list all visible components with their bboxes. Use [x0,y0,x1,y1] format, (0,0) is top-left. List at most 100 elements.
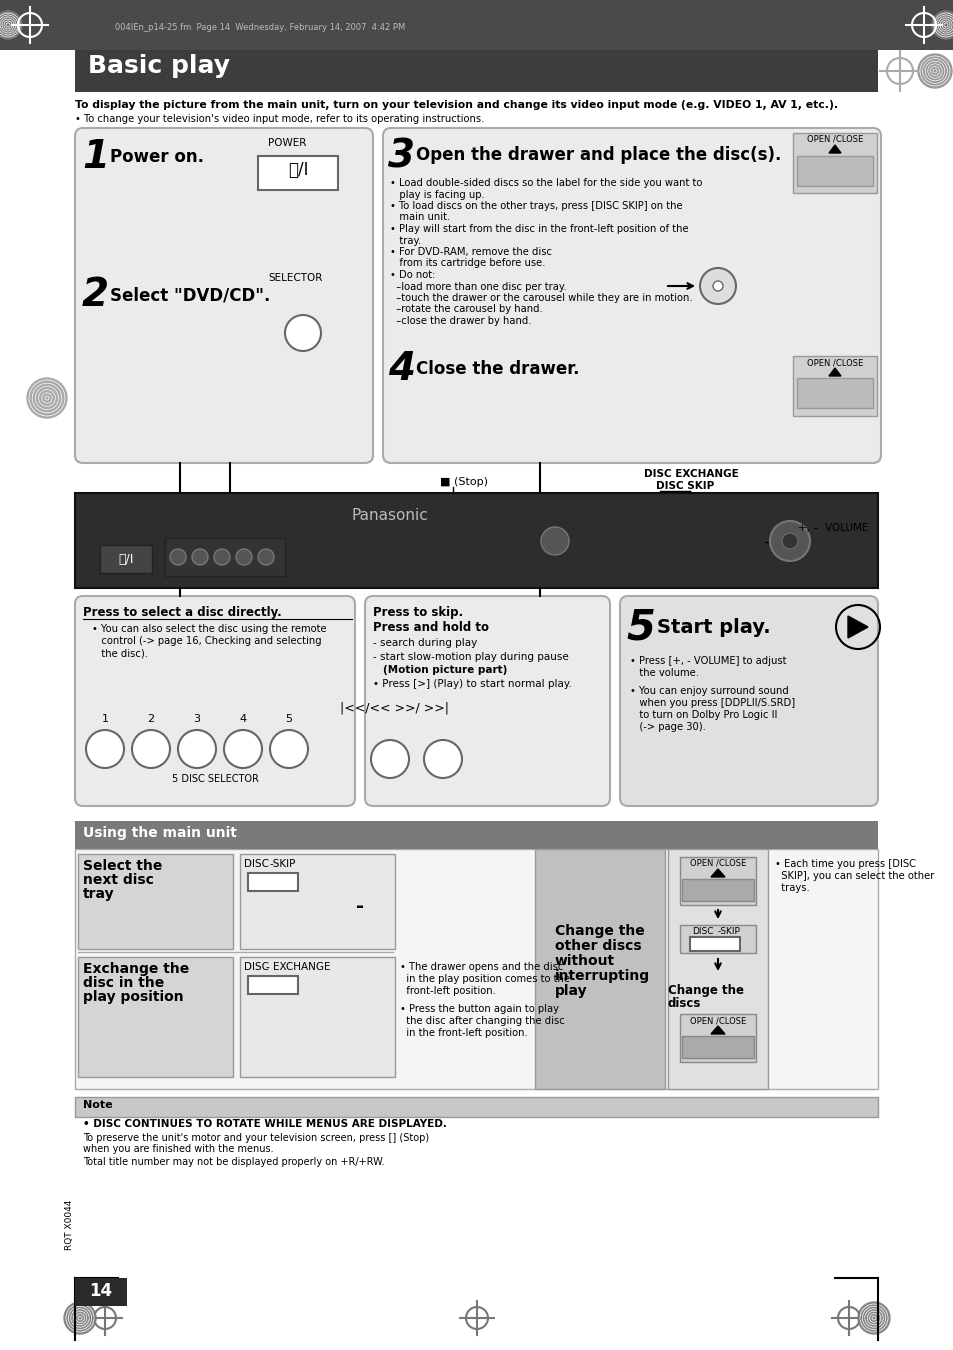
Text: Basic play: Basic play [88,54,230,78]
Text: OPEN /CLOSE: OPEN /CLOSE [806,358,862,367]
Text: –rotate the carousel by hand.: –rotate the carousel by hand. [390,305,542,315]
Polygon shape [847,616,867,639]
Text: Power on.: Power on. [110,148,204,166]
Bar [679,1014,755,1062]
Text: SKIP], you can select the other: SKIP], you can select the other [774,871,933,882]
FancyBboxPatch shape [365,595,609,806]
Text: Panasonic: Panasonic [352,508,428,522]
Circle shape [224,730,262,768]
Text: • You can enjoy surround sound: • You can enjoy surround sound [629,686,788,697]
Text: trays.: trays. [774,883,809,892]
Bar [796,157,872,186]
Circle shape [132,730,170,768]
Text: Change the: Change the [667,984,743,998]
Text: from its cartridge before use.: from its cartridge before use. [390,258,545,269]
Text: the disc).: the disc). [91,648,148,657]
Circle shape [192,549,208,566]
Text: SELECTOR: SELECTOR [268,273,322,284]
Text: Total title number may not be displayed properly on +R/+RW.: Total title number may not be displayed … [83,1157,384,1166]
Bar [78,957,233,1077]
Bar [75,493,877,589]
Text: • Press [+, - VOLUME] to adjust: • Press [+, - VOLUME] to adjust [629,656,785,666]
Text: • You can also select the disc using the remote: • You can also select the disc using the… [91,624,326,634]
Text: in the front-left position.: in the front-left position. [399,1027,527,1038]
Text: Press to skip.: Press to skip. [373,606,462,620]
FancyBboxPatch shape [382,128,880,463]
Text: –touch the drawer or the carousel while they are in motion.: –touch the drawer or the carousel while … [390,293,692,302]
Circle shape [917,54,951,88]
Text: interrupting: interrupting [555,969,649,983]
Text: OPEN /CLOSE: OPEN /CLOSE [689,1017,745,1025]
Bar [165,539,285,576]
Text: 4: 4 [239,714,246,724]
Text: Open the drawer and place the disc(s).: Open the drawer and place the disc(s). [416,146,781,163]
Text: Note: Note [83,1100,112,1110]
Text: 3: 3 [388,138,415,176]
Text: ■ (Stop): ■ (Stop) [439,477,488,487]
Polygon shape [828,144,841,153]
Text: when you are finished with the menus.: when you are finished with the menus. [83,1143,274,1154]
Circle shape [270,730,308,768]
Polygon shape [710,1026,724,1034]
Text: front-left position.: front-left position. [399,986,496,996]
Circle shape [0,11,22,39]
Circle shape [213,549,230,566]
Circle shape [781,533,797,549]
Text: Close the drawer.: Close the drawer. [416,360,578,378]
Text: • Each time you press [DISC: • Each time you press [DISC [774,859,915,869]
Text: • Load double-sided discs so the label for the side you want to: • Load double-sided discs so the label f… [390,178,701,188]
Text: 2: 2 [82,275,109,315]
Bar [681,1035,753,1058]
Text: without: without [555,954,615,968]
Text: Exchange the: Exchange the [83,963,189,976]
Text: • The drawer opens and the disc: • The drawer opens and the disc [399,963,563,972]
Text: 004IEn_p14-25.fm  Page 14  Wednesday, February 14, 2007  4:42 PM: 004IEn_p14-25.fm Page 14 Wednesday, Febr… [115,23,405,32]
Bar [681,879,753,900]
Text: 4: 4 [388,350,415,387]
Bar [240,855,395,949]
Bar [792,356,876,416]
Text: Press to select a disc directly.: Press to select a disc directly. [83,606,281,620]
Text: 1: 1 [82,138,109,176]
Text: • Do not:: • Do not: [390,270,435,279]
Circle shape [857,1301,889,1334]
Circle shape [257,549,274,566]
Bar [240,957,395,1077]
FancyBboxPatch shape [75,595,355,806]
Circle shape [170,549,186,566]
Text: OPEN /CLOSE: OPEN /CLOSE [689,859,745,868]
Text: DISC: DISC [244,963,269,972]
Text: in the play position comes to the: in the play position comes to the [399,973,569,984]
Text: To preserve the unit's motor and your television screen, press [] (Stop): To preserve the unit's motor and your te… [83,1133,429,1143]
Bar [535,849,664,1089]
Bar [667,849,767,1089]
Text: DISC EXCHANGE: DISC EXCHANGE [643,468,738,479]
Text: play position: play position [83,990,183,1004]
Bar [679,925,755,953]
Text: -SKIP: -SKIP [718,927,740,936]
Text: 3: 3 [193,714,200,724]
Text: 5 DISC SELECTOR: 5 DISC SELECTOR [172,774,258,784]
Text: -SKIP: -SKIP [270,859,296,869]
Circle shape [931,11,953,39]
Bar [75,821,877,849]
Text: - EXCHANGE: - EXCHANGE [266,963,330,972]
Circle shape [235,549,252,566]
Text: tray.: tray. [390,235,421,246]
Circle shape [700,269,735,304]
Text: the volume.: the volume. [629,668,699,678]
Bar [689,937,740,950]
Text: Press and hold to: Press and hold to [373,621,489,634]
Text: • For DVD-RAM, remove the disc: • For DVD-RAM, remove the disc [390,247,552,256]
Text: play: play [555,984,587,998]
Circle shape [27,378,67,418]
Polygon shape [828,369,841,377]
Text: control (-> page 16, Checking and selecting: control (-> page 16, Checking and select… [91,636,321,647]
Polygon shape [710,869,724,878]
Text: Select the: Select the [83,859,162,873]
Text: main unit.: main unit. [390,212,450,223]
Text: discs: discs [667,998,700,1010]
Circle shape [285,315,320,351]
Text: RQT X0044: RQT X0044 [66,1200,74,1250]
Text: disc in the: disc in the [83,976,164,990]
